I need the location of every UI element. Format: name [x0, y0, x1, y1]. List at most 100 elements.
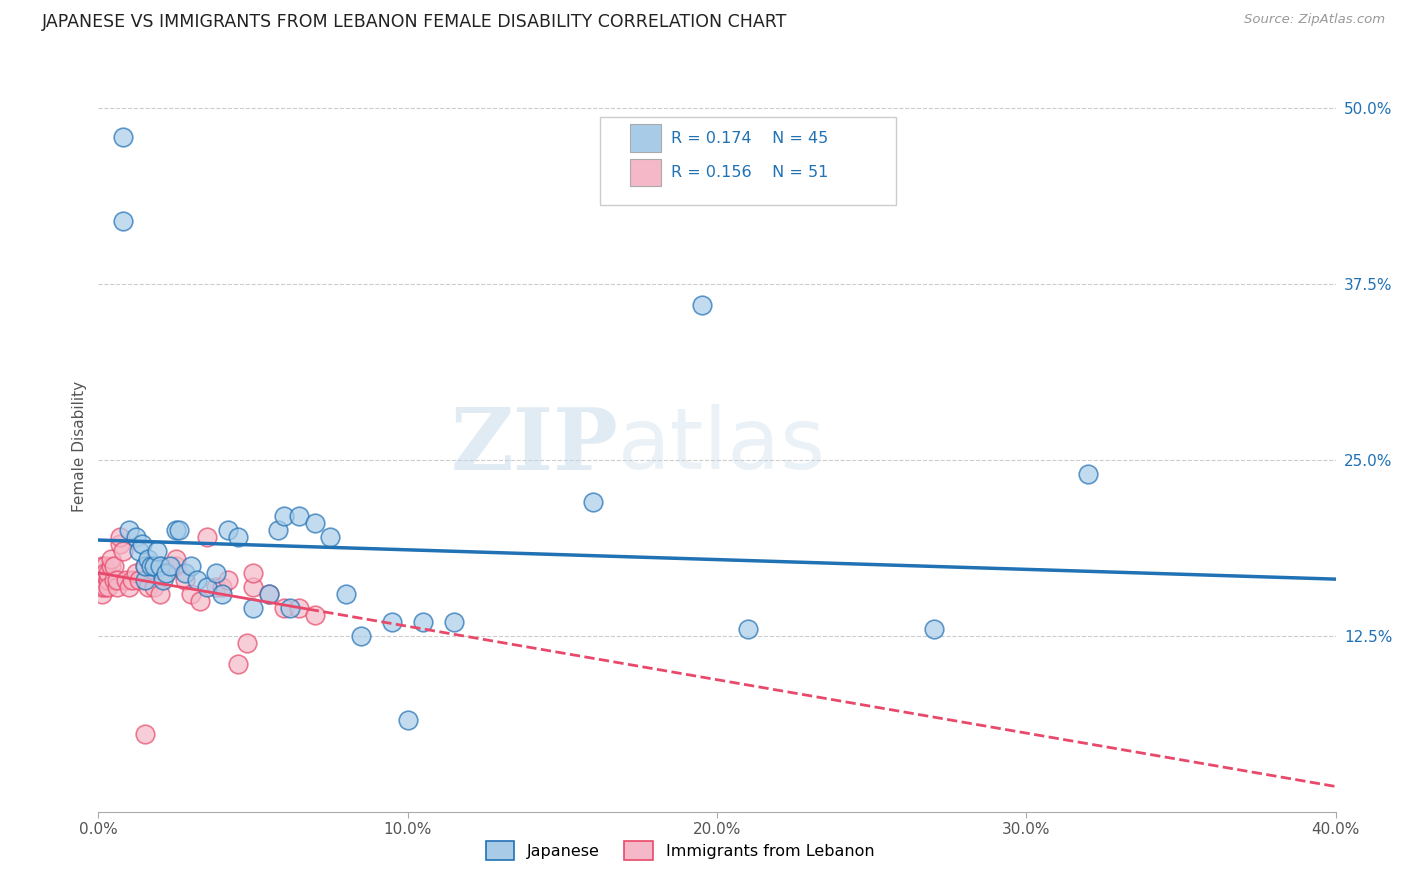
Point	[690, 298, 713, 312]
Point	[121, 573, 143, 587]
Point	[90, 580, 112, 594]
Point	[155, 566, 177, 580]
Point	[211, 587, 233, 601]
Point	[242, 580, 264, 594]
Point	[136, 551, 159, 566]
Point	[273, 509, 295, 524]
Point	[242, 600, 264, 615]
FancyBboxPatch shape	[630, 159, 661, 186]
Point	[396, 714, 419, 728]
Point	[273, 600, 295, 615]
Point	[226, 657, 249, 671]
Point	[97, 580, 120, 594]
FancyBboxPatch shape	[630, 124, 661, 152]
Text: R = 0.156    N = 51: R = 0.156 N = 51	[671, 165, 828, 180]
Point	[115, 573, 138, 587]
Point	[211, 580, 233, 594]
Point	[90, 566, 112, 580]
Text: JAPANESE VS IMMIGRANTS FROM LEBANON FEMALE DISABILITY CORRELATION CHART: JAPANESE VS IMMIGRANTS FROM LEBANON FEMA…	[42, 13, 787, 31]
Point	[143, 558, 166, 573]
Point	[226, 530, 249, 544]
Point	[236, 636, 259, 650]
Point	[90, 558, 112, 573]
Point	[288, 509, 311, 524]
Point	[105, 580, 128, 594]
Point	[257, 587, 280, 601]
Point	[922, 622, 945, 636]
Point	[412, 615, 434, 629]
Point	[134, 727, 156, 741]
Point	[335, 587, 357, 601]
Point	[180, 587, 202, 601]
Point	[128, 544, 150, 558]
Point	[143, 580, 166, 594]
Point	[217, 524, 239, 538]
Legend: Japanese, Immigrants from Lebanon: Japanese, Immigrants from Lebanon	[479, 835, 880, 866]
Point	[319, 530, 342, 544]
Point	[195, 580, 218, 594]
Point	[186, 573, 208, 587]
Point	[100, 558, 122, 573]
Point	[149, 587, 172, 601]
Text: ZIP: ZIP	[450, 404, 619, 488]
Point	[1077, 467, 1099, 482]
Point	[167, 524, 190, 538]
Point	[105, 573, 128, 587]
Point	[174, 573, 197, 587]
Point	[180, 558, 202, 573]
Point	[139, 558, 162, 573]
Point	[103, 558, 125, 573]
Point	[165, 558, 187, 573]
Point	[139, 558, 162, 573]
Point	[267, 524, 290, 538]
Point	[443, 615, 465, 629]
Point	[93, 566, 115, 580]
Text: atlas: atlas	[619, 404, 827, 488]
Point	[118, 580, 141, 594]
Point	[190, 593, 212, 607]
Point	[134, 573, 156, 587]
Point	[108, 537, 131, 551]
Y-axis label: Female Disability: Female Disability	[72, 380, 87, 512]
Point	[304, 516, 326, 531]
Point	[93, 558, 115, 573]
Point	[108, 530, 131, 544]
Point	[136, 580, 159, 594]
Point	[205, 566, 228, 580]
Point	[737, 622, 759, 636]
Point	[217, 573, 239, 587]
Point	[97, 566, 120, 580]
Point	[582, 495, 605, 509]
Point	[242, 566, 264, 580]
Point	[90, 587, 112, 601]
Point	[97, 573, 120, 587]
FancyBboxPatch shape	[599, 117, 897, 204]
Point	[112, 544, 135, 558]
Point	[149, 558, 172, 573]
Point	[278, 600, 301, 615]
Point	[257, 587, 280, 601]
Point	[165, 551, 187, 566]
Point	[131, 537, 153, 551]
Point	[152, 573, 174, 587]
Text: Source: ZipAtlas.com: Source: ZipAtlas.com	[1244, 13, 1385, 27]
Text: R = 0.174    N = 45: R = 0.174 N = 45	[671, 130, 828, 145]
Point	[195, 530, 218, 544]
Point	[112, 129, 135, 144]
Point	[118, 524, 141, 538]
Point	[134, 558, 156, 573]
Point	[304, 607, 326, 622]
Point	[146, 544, 169, 558]
Point	[112, 214, 135, 228]
Point	[90, 573, 112, 587]
Point	[128, 573, 150, 587]
Point	[155, 566, 177, 580]
Point	[103, 573, 125, 587]
Point	[288, 600, 311, 615]
Point	[159, 558, 181, 573]
Point	[165, 524, 187, 538]
Point	[134, 558, 156, 573]
Point	[205, 580, 228, 594]
Point	[93, 573, 115, 587]
Point	[350, 629, 373, 643]
